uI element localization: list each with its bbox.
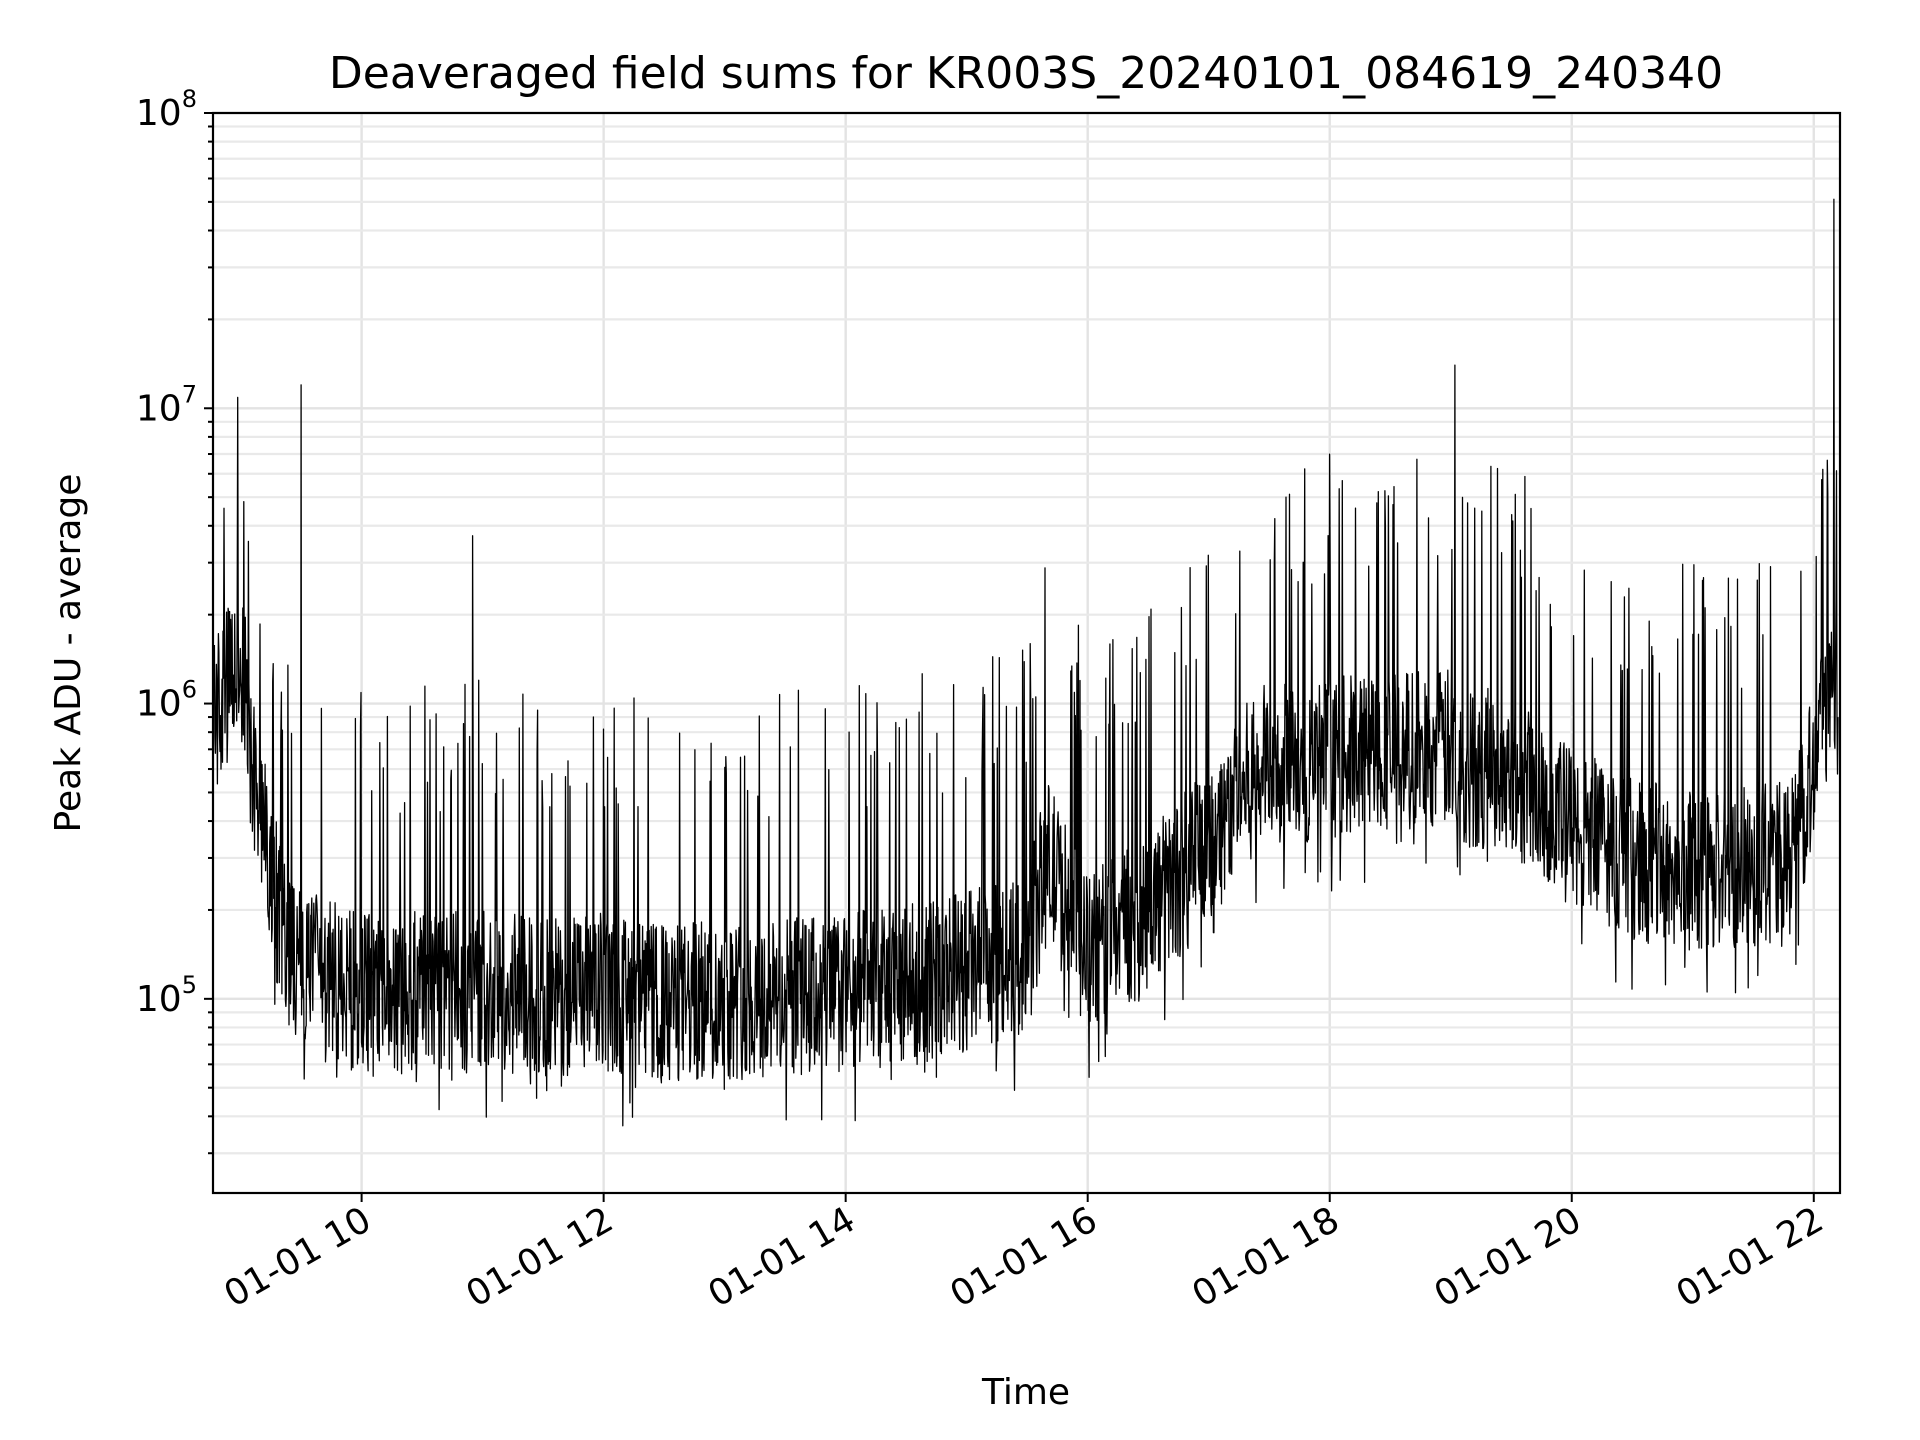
y-tick-label: 107 <box>136 380 197 429</box>
y-tick-base: 10 <box>136 684 182 725</box>
y-tick-base: 10 <box>136 979 182 1020</box>
y-tick-exponent: 5 <box>182 971 197 999</box>
y-tick-label: 106 <box>136 676 197 725</box>
x-axis-label: Time <box>981 1372 1070 1413</box>
series-line <box>213 198 1839 1127</box>
y-tick-exponent: 7 <box>182 380 197 408</box>
plot-frame <box>211 111 1842 1195</box>
y-tick-base: 10 <box>136 388 182 429</box>
chart-title: Deaveraged field sums for KR003S_2024010… <box>329 48 1723 99</box>
y-tick-exponent: 8 <box>182 85 197 113</box>
data-series <box>213 198 1839 1127</box>
y-tick-label: 105 <box>136 971 197 1020</box>
y-tick-base: 10 <box>136 93 182 134</box>
y-tick-label: 108 <box>136 85 197 134</box>
y-axis-label: Peak ADU - average <box>48 474 89 833</box>
y-tick-exponent: 6 <box>182 676 197 704</box>
